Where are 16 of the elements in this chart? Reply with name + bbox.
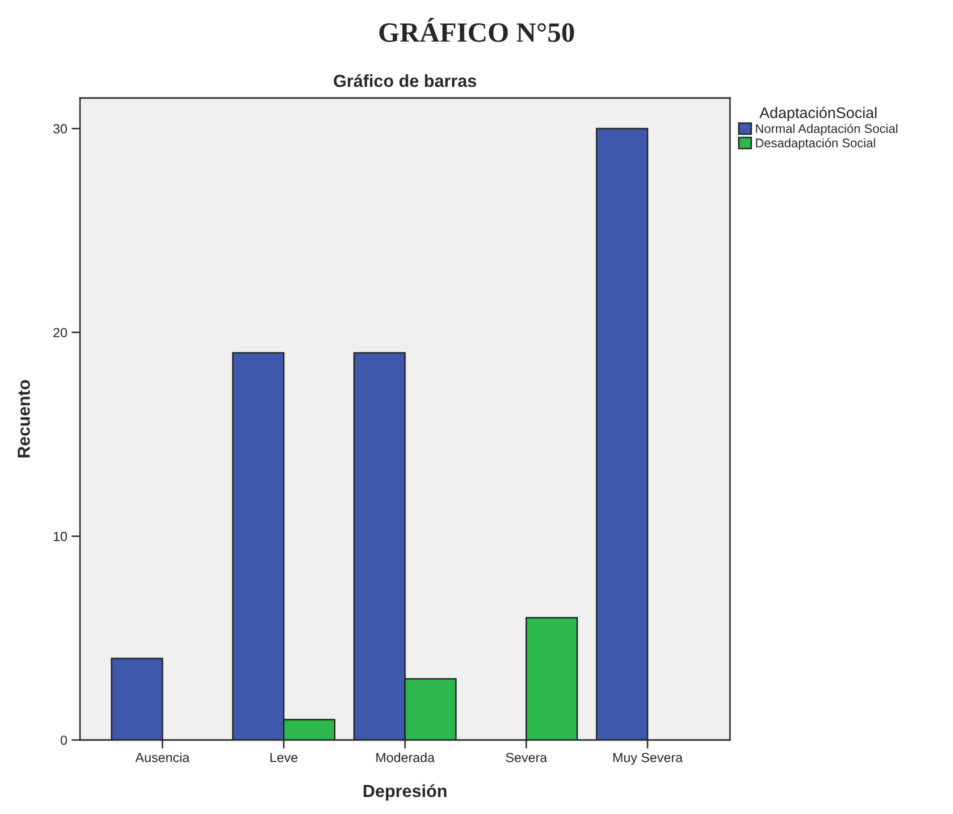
legend-label: Normal Adaptación Social (756, 124, 898, 136)
chart-subtitle: Gráfico de barras (334, 74, 476, 88)
y-tick-label: 30 (53, 124, 67, 134)
x-tick-label: Ausencia (135, 752, 190, 762)
x-tick-label: Severa (506, 752, 548, 762)
x-tick-label: Muy Severa (613, 752, 683, 765)
y-tick-label: 20 (53, 328, 67, 338)
y-tick-label: 10 (54, 532, 67, 542)
legend-title: AdaptaciónSocial (759, 106, 876, 122)
x-axis-title: Depresión (364, 784, 446, 801)
x-tick-label: Moderada (376, 752, 435, 762)
y-tick-label: 0 (60, 736, 67, 745)
chart-title: GRÁFICO N°50 (379, 18, 574, 42)
x-tick-label: Leve (270, 752, 298, 762)
legend-label: Desadaptación Social (756, 138, 876, 150)
y-axis-title: Recuento (18, 380, 30, 458)
